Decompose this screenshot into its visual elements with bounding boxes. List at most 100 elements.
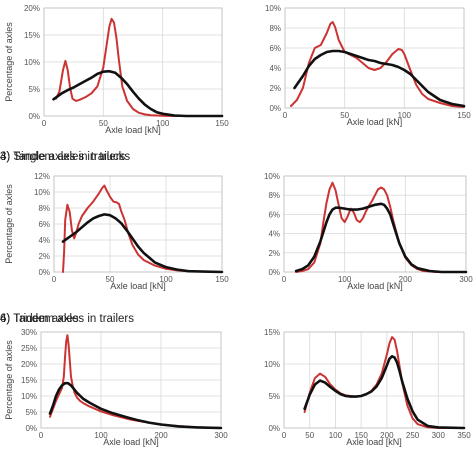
series-line-measured xyxy=(62,184,223,273)
x-axis-label: Axle load [kN] xyxy=(347,281,403,291)
x-tick-label: 0 xyxy=(39,431,44,440)
y-tick-label: 8% xyxy=(269,24,281,33)
x-tick-label: 300 xyxy=(459,275,473,284)
series-line-measured xyxy=(54,17,223,117)
y-tick-label: 0% xyxy=(38,268,50,277)
y-tick-label: 25% xyxy=(21,344,37,353)
x-tick-label: 50 xyxy=(106,275,115,284)
y-tick-label: 10% xyxy=(34,188,50,197)
series-line-model xyxy=(52,69,224,118)
y-tick-label: 8% xyxy=(268,191,280,200)
chart-title: 6) Tridem axles xyxy=(0,313,79,325)
plot-frame xyxy=(283,175,467,273)
x-axis-label: Axle load [kN] xyxy=(110,281,166,291)
y-tick-label: 20% xyxy=(21,360,37,369)
plot-frame xyxy=(43,7,223,117)
y-tick-label: 4% xyxy=(269,64,281,73)
x-tick-label: 300 xyxy=(432,431,446,440)
y-axis-label: Percentage of axles xyxy=(4,184,14,264)
y-tick-label: 8% xyxy=(38,204,50,213)
x-tick-label: 350 xyxy=(457,431,471,440)
y-tick-label: 10% xyxy=(264,360,280,369)
y-tick-label: 0% xyxy=(25,424,37,433)
x-tick-label: 150 xyxy=(215,275,229,284)
x-tick-label: 200 xyxy=(380,431,394,440)
x-tick-label: 0 xyxy=(283,111,288,120)
y-tick-label: 10% xyxy=(265,4,281,13)
series-line-measured xyxy=(303,336,465,429)
x-tick-label: 100 xyxy=(398,111,412,120)
x-tick-label: 300 xyxy=(214,431,228,440)
y-tick-label: 15% xyxy=(21,376,37,385)
x-axis-label: Axle load [kN] xyxy=(347,117,403,127)
plot-frame xyxy=(53,175,223,273)
y-tick-label: 10% xyxy=(24,58,40,67)
series-line-model xyxy=(48,381,223,430)
plot-frame xyxy=(284,7,465,109)
y-tick-label: 0% xyxy=(268,268,280,277)
y-tick-label: 4% xyxy=(38,236,50,245)
y-tick-label: 30% xyxy=(21,328,37,337)
chart-panel-6: 6) Tridem axles 0% 5% 10% 15% 0 50 100 150 200 250… xyxy=(0,313,471,447)
x-tick-label: 200 xyxy=(154,431,168,440)
y-tick-label: 12% xyxy=(34,172,50,181)
x-tick-label: 250 xyxy=(406,431,420,440)
x-tick-label: 50 xyxy=(305,431,314,440)
chart-panel-5: 4) Tandem axles in trailers 0% 5% 10% 15% 20%… xyxy=(0,313,228,447)
x-tick-label: 100 xyxy=(156,119,170,128)
x-tick-label: 0 xyxy=(282,431,287,440)
y-axis-label: Percentage of axles xyxy=(4,340,14,420)
x-tick-label: 0 xyxy=(282,275,287,284)
x-tick-label: 150 xyxy=(457,111,471,120)
y-tick-label: 2% xyxy=(268,249,280,258)
x-axis-label: Axle load [kN] xyxy=(346,437,402,447)
y-axis-label: Percentage of axles xyxy=(4,22,14,102)
y-tick-label: 15% xyxy=(264,328,280,337)
y-tick-label: 10% xyxy=(21,392,37,401)
y-tick-label: 4% xyxy=(268,230,280,239)
y-tick-label: 20% xyxy=(24,4,40,13)
x-tick-label: 200 xyxy=(399,275,413,284)
y-tick-label: 0% xyxy=(28,112,40,121)
y-tick-label: 5% xyxy=(28,85,40,94)
chart-title: 4) Tandem axles in trucks xyxy=(0,151,130,163)
chart-title: 3) Single axles in trailers xyxy=(0,151,126,163)
y-tick-label: 0% xyxy=(268,424,280,433)
y-tick-label: 6% xyxy=(38,220,50,229)
chart-panel-1: 0% 5% 10% 15% 20% 0 50 100 150 Axle load [kN] Perc… xyxy=(4,4,229,135)
x-tick-label: 50 xyxy=(340,111,349,120)
series-line-model xyxy=(293,49,466,108)
x-tick-label: 150 xyxy=(215,119,229,128)
x-tick-label: 100 xyxy=(329,431,343,440)
plot-frame xyxy=(283,331,465,429)
chart-panel-2: 0% 2% 4% 6% 8% 10% 0 50 100 150 Axle load [kN] xyxy=(265,4,471,127)
x-tick-label: 0 xyxy=(42,119,47,128)
series-line-model xyxy=(303,354,466,430)
y-tick-label: 15% xyxy=(24,31,40,40)
y-tick-label: 5% xyxy=(25,408,37,417)
x-tick-label: 100 xyxy=(159,275,173,284)
chart-panel-3: 3) Single axles in trailers 0% 2% 4% 6% 8% 10%… xyxy=(0,151,229,291)
y-tick-label: 6% xyxy=(269,44,281,53)
x-axis-label: Axle load [kN] xyxy=(105,125,161,135)
series-line-measured xyxy=(49,334,222,429)
y-tick-label: 10% xyxy=(264,172,280,181)
x-tick-label: 0 xyxy=(52,275,57,284)
x-tick-label: 50 xyxy=(99,119,108,128)
y-tick-label: 5% xyxy=(268,392,280,401)
x-axis-label: Axle load [kN] xyxy=(103,437,159,447)
series-line-model xyxy=(61,213,224,274)
plot-frame xyxy=(40,331,222,429)
y-tick-label: 6% xyxy=(268,210,280,219)
x-tick-label: 150 xyxy=(354,431,368,440)
x-tick-label: 100 xyxy=(338,275,352,284)
x-tick-label: 100 xyxy=(94,431,108,440)
series-line-measured xyxy=(290,21,465,108)
y-tick-label: 2% xyxy=(269,84,281,93)
chart-panel-4: 4) Tandem axles in trucks 0% 2% 4% 6% 8% 10% 0 1… xyxy=(0,151,473,291)
series-line-measured xyxy=(295,181,467,273)
series-line-model xyxy=(294,202,468,274)
y-tick-label: 2% xyxy=(38,252,50,261)
chart-title: 4) Tandem axles in trailers xyxy=(0,313,134,325)
